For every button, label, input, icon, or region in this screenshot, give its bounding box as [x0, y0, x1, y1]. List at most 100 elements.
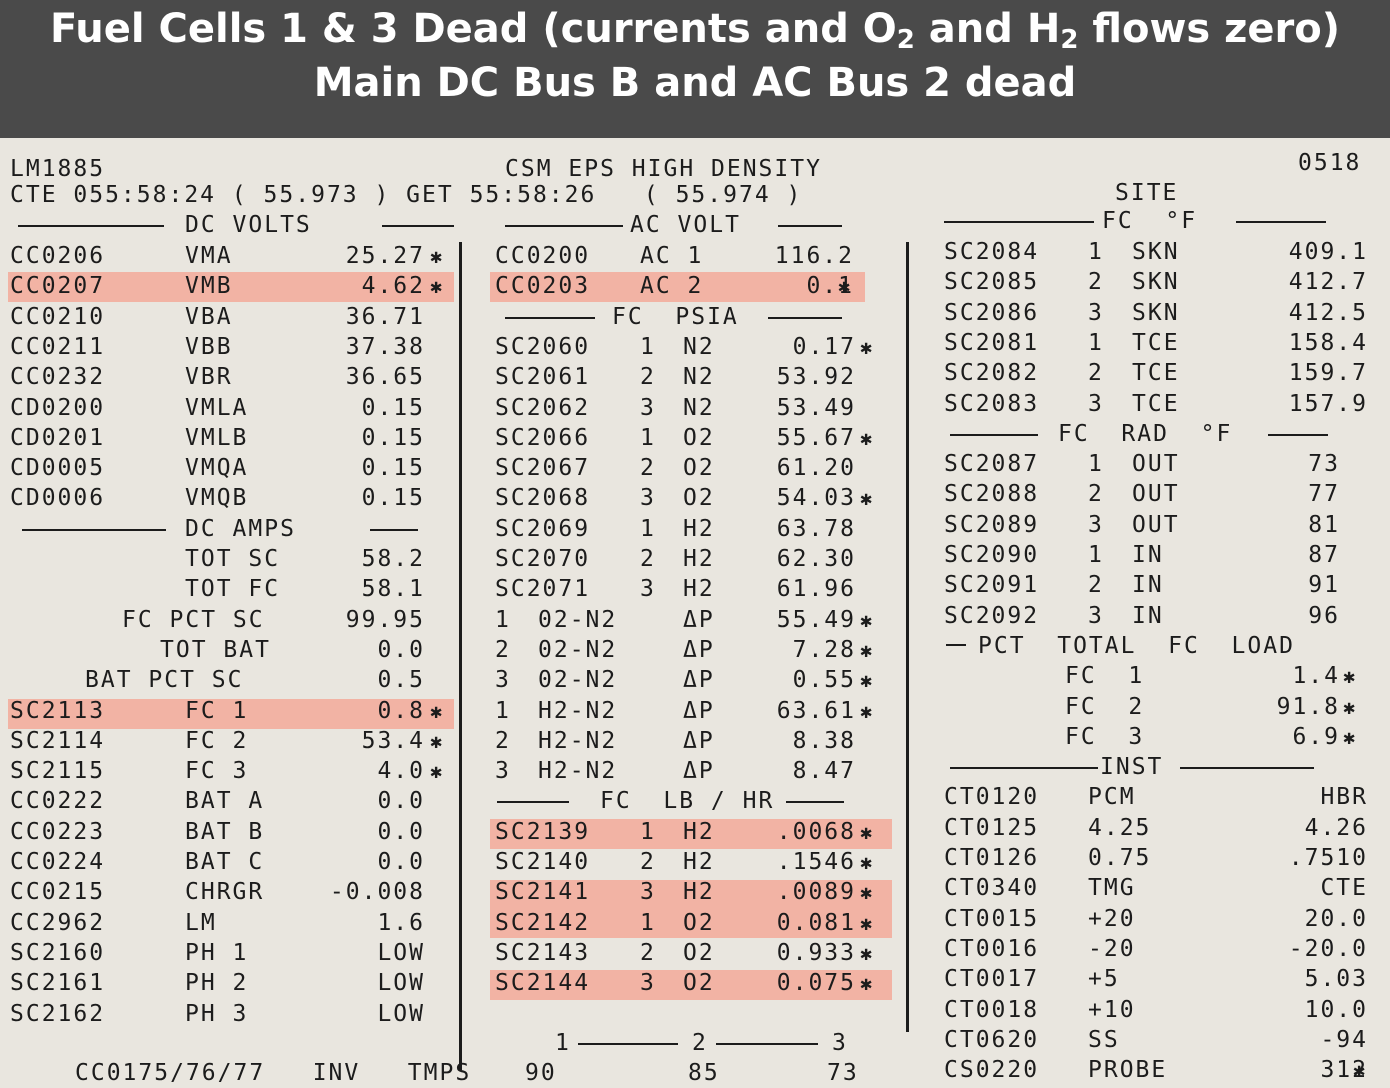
param-value: 157.9 — [1288, 390, 1368, 417]
param-value: 5.03 — [1304, 966, 1368, 993]
msid: SC2084 — [944, 239, 1040, 265]
msid: SC2068 — [495, 485, 591, 512]
tmps-label: CC0175/76/77 INV TMPS — [75, 1060, 472, 1086]
alarm-star-icon: ✱ — [860, 698, 873, 723]
fc-number: 3 — [640, 879, 656, 906]
highlight-sc2144 — [490, 970, 892, 1000]
tmps-col-2: 2 — [692, 1030, 708, 1056]
rule — [950, 433, 1038, 436]
fc-number: 2 — [1088, 572, 1104, 599]
amps-label: TOT BAT — [160, 636, 271, 663]
sensor-label: IN — [1132, 572, 1164, 599]
param-value: 55.49 — [776, 606, 856, 633]
fc-number: 1 — [1088, 451, 1104, 478]
fc-number: 2 — [1088, 269, 1104, 296]
load-label: FC 1 — [1065, 663, 1145, 690]
param-value: 0.15 — [361, 424, 425, 451]
tmps-value: 90 — [525, 1060, 557, 1086]
gas-label: H2 — [683, 546, 715, 572]
fc-number: 3 — [1088, 299, 1104, 326]
param-label: VMQA — [185, 455, 249, 482]
param-value: 20.0 — [1304, 905, 1368, 932]
fc-number: 2 — [495, 636, 511, 663]
fc-number: 2 — [640, 939, 656, 966]
fc-number: 3 — [495, 667, 511, 694]
param-value: 53.92 — [776, 364, 856, 391]
fc-number: 1 — [640, 909, 656, 936]
gas-pair: H2-N2 — [538, 758, 618, 785]
fc-number: 2 — [640, 364, 656, 391]
param-label: VMLA — [185, 394, 249, 421]
msid: SC2142 — [495, 909, 591, 936]
alarm-star-icon: ✱ — [1353, 1058, 1366, 1083]
param-value: 0.15 — [361, 455, 425, 482]
param-label: +5 — [1088, 966, 1120, 993]
param-label: SS — [1088, 1026, 1120, 1053]
param-value: 0.0 — [377, 788, 425, 815]
param-label: VBB — [185, 333, 233, 360]
param-value: .0068 — [776, 818, 856, 845]
delta-p-label: ΔP — [683, 606, 715, 633]
param-value: 61.20 — [776, 455, 856, 482]
msid: CT0620 — [944, 1026, 1040, 1053]
amps-label: FC PCT SC — [122, 606, 265, 633]
param-value: 55.67 — [776, 424, 856, 451]
alarm-star-icon: ✱ — [860, 971, 873, 996]
delta-p-label: ΔP — [683, 636, 715, 663]
sensor-label: OUT — [1132, 481, 1180, 508]
alarm-star-icon: ✱ — [838, 274, 851, 299]
alarm-star-icon: ✱ — [1343, 694, 1356, 719]
rule — [950, 767, 1098, 770]
alarm-star-icon: ✱ — [430, 759, 443, 784]
gas-label: O2 — [683, 939, 715, 966]
alarm-star-icon: ✱ — [430, 274, 443, 299]
param-value: .1546 — [776, 849, 856, 875]
sensor-label: TCE — [1132, 360, 1180, 387]
fc-number: 2 — [640, 455, 656, 482]
tmps-col-3: 3 — [832, 1030, 848, 1056]
param-value: 4.0 — [377, 758, 425, 785]
msid: CC0232 — [10, 364, 106, 391]
msid: SC2092 — [944, 602, 1040, 629]
msid: CC0210 — [10, 303, 106, 330]
msid: CC0200 — [495, 243, 591, 269]
rule — [382, 225, 454, 227]
gas-label: H2 — [683, 818, 715, 845]
gas-pair: 02-N2 — [538, 667, 618, 694]
fc-number: 1 — [1088, 542, 1104, 568]
param-label: BAT C — [185, 849, 265, 875]
fc-number: 3 — [640, 970, 656, 997]
param-value: 116.2 — [774, 243, 854, 269]
msid: CC0211 — [10, 333, 106, 360]
fc-number: 1 — [640, 424, 656, 451]
ac-volt-heading: AC VOLT — [630, 212, 741, 238]
param-label: PH 3 — [185, 1000, 249, 1027]
page-code: 0518 — [1298, 150, 1362, 176]
param-value: 0.081 — [776, 909, 856, 936]
msid: SC2083 — [944, 390, 1040, 417]
param-value: 63.78 — [776, 515, 856, 542]
param-value: 4.62 — [361, 273, 425, 300]
tmps-col-1: 1 — [555, 1030, 571, 1056]
param-value: 54.03 — [776, 485, 856, 512]
banner-line-1: Fuel Cells 1 & 3 Dead (currents and O2 a… — [0, 4, 1390, 65]
msid: SC2114 — [10, 727, 106, 754]
msid: SC2061 — [495, 364, 591, 391]
rule — [505, 316, 595, 319]
delta-p-label: ΔP — [683, 697, 715, 724]
rule — [778, 225, 842, 227]
msid: CC0203 — [495, 273, 591, 300]
gas-pair: 02-N2 — [538, 636, 618, 663]
fc-number: 1 — [640, 333, 656, 360]
param-value: 10.0 — [1304, 996, 1368, 1023]
msid: SC2069 — [495, 515, 591, 542]
msid: CT0018 — [944, 996, 1040, 1023]
banner-text-c: flows zero) — [1078, 6, 1341, 52]
gas-label: O2 — [683, 455, 715, 482]
fc-number: 3 — [640, 485, 656, 512]
msid: SC2144 — [495, 970, 591, 997]
param-value: 159.7 — [1288, 360, 1368, 387]
sensor-label: OUT — [1132, 451, 1180, 478]
banner-line-2: Main DC Bus B and AC Bus 2 dead — [313, 60, 1077, 106]
param-label: PROBE — [1088, 1057, 1168, 1084]
